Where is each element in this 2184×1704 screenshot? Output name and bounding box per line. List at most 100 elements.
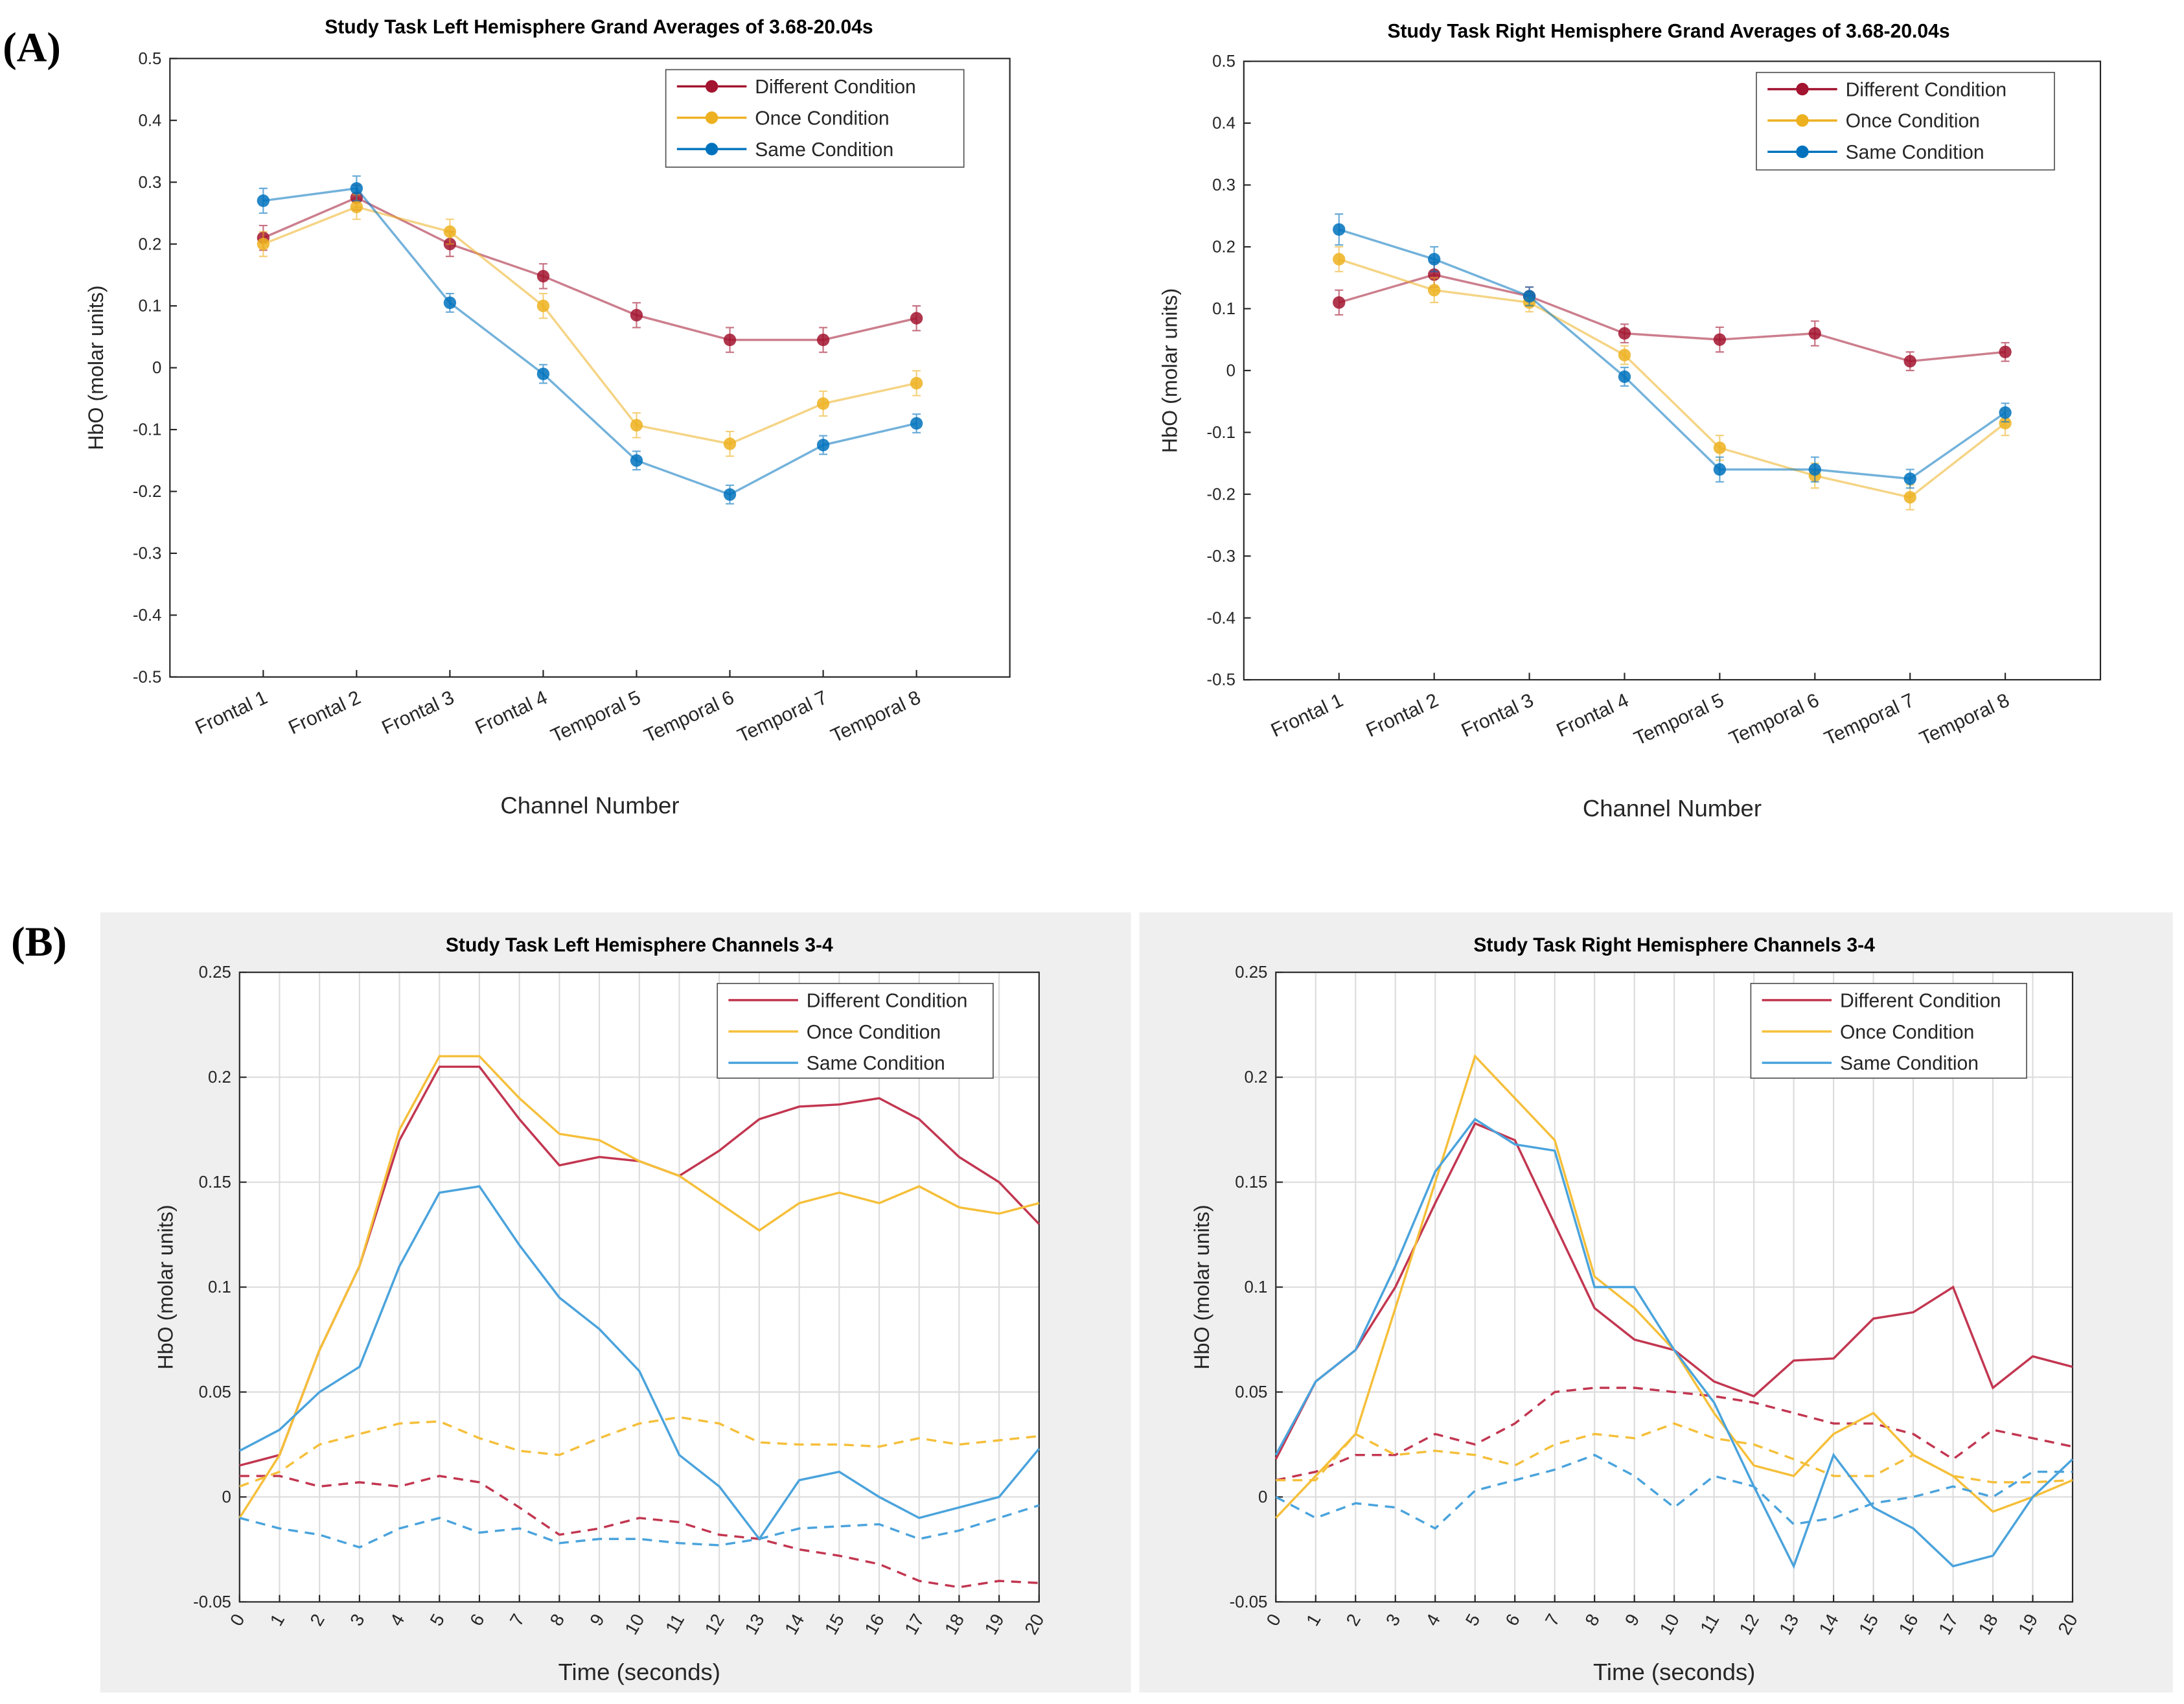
marker bbox=[1427, 253, 1441, 266]
marker bbox=[816, 439, 830, 452]
legend-marker bbox=[1796, 145, 1809, 159]
y-tick-label: 0.15 bbox=[1235, 1173, 1267, 1192]
y-tick-label: 0.25 bbox=[1235, 963, 1267, 982]
dashed-line bbox=[1275, 1387, 2073, 1482]
x-axis-label: Time (seconds) bbox=[558, 1659, 720, 1685]
legend-label: Different Condition bbox=[755, 76, 916, 98]
x-tick-label: Frontal 4 bbox=[1553, 689, 1632, 741]
dashed-line bbox=[239, 1504, 1040, 1549]
x-tick-label: Frontal 4 bbox=[472, 687, 551, 739]
x-tick-label: Temporal 5 bbox=[1631, 689, 1727, 750]
y-tick-label: -0.2 bbox=[133, 483, 161, 501]
panel-label: (A) bbox=[3, 25, 61, 71]
legend-label: Different Condition bbox=[807, 990, 968, 1011]
dashed-line bbox=[1275, 1453, 2073, 1530]
marker bbox=[723, 488, 737, 501]
legend-label: Same Condition bbox=[755, 139, 893, 161]
chart: -0.5 -0.4 -0.3 -0.2 -0.1 0 0.1 0.2 0.3 0.4 0.5 Fron… bbox=[1158, 21, 2102, 822]
chart-title: Study Task Left Hemisphere Channels 3-4 bbox=[446, 934, 833, 956]
marker bbox=[536, 299, 550, 312]
y-tick-label: -0.1 bbox=[1207, 424, 1236, 442]
dashed-line bbox=[239, 1475, 1039, 1589]
y-tick-label: -0.05 bbox=[1230, 1593, 1268, 1611]
marker bbox=[1903, 354, 1916, 368]
marker bbox=[1618, 349, 1631, 362]
marker bbox=[257, 194, 270, 207]
x-tick-label: Frontal 3 bbox=[378, 687, 457, 739]
marker bbox=[1333, 253, 1346, 266]
y-tick-label: 0.25 bbox=[199, 963, 231, 982]
y-tick-label: -0.4 bbox=[133, 606, 161, 625]
marker bbox=[257, 237, 270, 251]
line bbox=[238, 1055, 1040, 1519]
marker bbox=[816, 397, 830, 410]
marker bbox=[723, 437, 737, 450]
axes-box bbox=[1275, 971, 2074, 1603]
chart-title: Study Task Left Hemisphere Grand Average… bbox=[325, 17, 873, 38]
dashed-line bbox=[239, 1416, 1039, 1488]
y-axis-label: HbO (molar units) bbox=[1190, 1204, 1213, 1369]
marker bbox=[1713, 333, 1727, 346]
x-tick-label: Temporal 8 bbox=[1916, 689, 2013, 750]
legend-label: Different Condition bbox=[1846, 79, 2007, 100]
y-tick-label: 0 bbox=[1258, 1488, 1267, 1506]
x-axis-label: Channel Number bbox=[1583, 795, 1762, 822]
legend-marker bbox=[705, 143, 718, 155]
x-tick-label: Frontal 1 bbox=[1268, 689, 1347, 741]
marker bbox=[350, 182, 363, 195]
chart-title: Study Task Right Hemisphere Channels 3-4 bbox=[1473, 934, 1875, 956]
y-tick-label: -0.5 bbox=[133, 668, 161, 686]
y-tick-label: 0.4 bbox=[1212, 115, 1236, 133]
y-tick-label: 0.2 bbox=[208, 1068, 231, 1087]
y-tick-label: 0.2 bbox=[1212, 238, 1236, 257]
line bbox=[262, 196, 917, 341]
legend-label: Once Condition bbox=[1846, 111, 1980, 132]
x-tick-label: Frontal 1 bbox=[192, 687, 271, 739]
legend-label: Different Condition bbox=[1840, 990, 2001, 1011]
y-tick-label: 0.1 bbox=[208, 1278, 231, 1296]
y-tick-label: 0 bbox=[1226, 362, 1236, 380]
marker bbox=[1618, 370, 1631, 384]
line bbox=[1339, 228, 2006, 480]
x-tick-label: Temporal 7 bbox=[734, 687, 831, 747]
y-tick-label: -0.05 bbox=[193, 1593, 231, 1611]
legend-marker bbox=[705, 80, 718, 93]
y-tick-label: 0.3 bbox=[139, 174, 162, 192]
legend-label: Once Condition bbox=[1840, 1022, 1974, 1043]
x-tick-label: Frontal 3 bbox=[1458, 689, 1537, 741]
axes-box bbox=[238, 971, 1040, 1603]
y-tick-label: 0.5 bbox=[139, 50, 162, 68]
x-tick-label: Temporal 5 bbox=[547, 687, 644, 747]
x-tick-label: Frontal 2 bbox=[1363, 689, 1442, 741]
marker bbox=[1999, 417, 2012, 430]
y-tick-label: -0.1 bbox=[133, 421, 161, 439]
panel-label: (B) bbox=[11, 919, 67, 965]
marker bbox=[443, 296, 457, 310]
marker bbox=[350, 200, 363, 214]
marker bbox=[630, 419, 643, 432]
marker bbox=[1808, 463, 1821, 476]
marker bbox=[910, 417, 923, 430]
marker bbox=[816, 333, 830, 347]
marker bbox=[1999, 345, 2012, 358]
marker bbox=[910, 312, 923, 325]
y-tick-label: 0 bbox=[152, 359, 161, 377]
y-axis-label: HbO (molar units) bbox=[154, 1204, 178, 1369]
y-tick-label: 0.1 bbox=[1245, 1278, 1268, 1296]
y-tick-label: -0.3 bbox=[133, 545, 161, 563]
marker bbox=[630, 454, 643, 467]
y-tick-label: 0.4 bbox=[139, 111, 162, 130]
legend-label: Once Condition bbox=[807, 1022, 941, 1043]
legend-marker bbox=[705, 111, 718, 124]
marker bbox=[1523, 290, 1536, 303]
y-tick-label: 0.1 bbox=[1212, 300, 1236, 318]
line bbox=[263, 187, 917, 496]
marker bbox=[910, 376, 923, 390]
y-axis-label: HbO (molar units) bbox=[1158, 288, 1182, 453]
panel-divider bbox=[1131, 912, 1140, 1693]
y-tick-label: 0 bbox=[222, 1488, 231, 1506]
y-tick-label: -0.4 bbox=[1207, 609, 1236, 627]
